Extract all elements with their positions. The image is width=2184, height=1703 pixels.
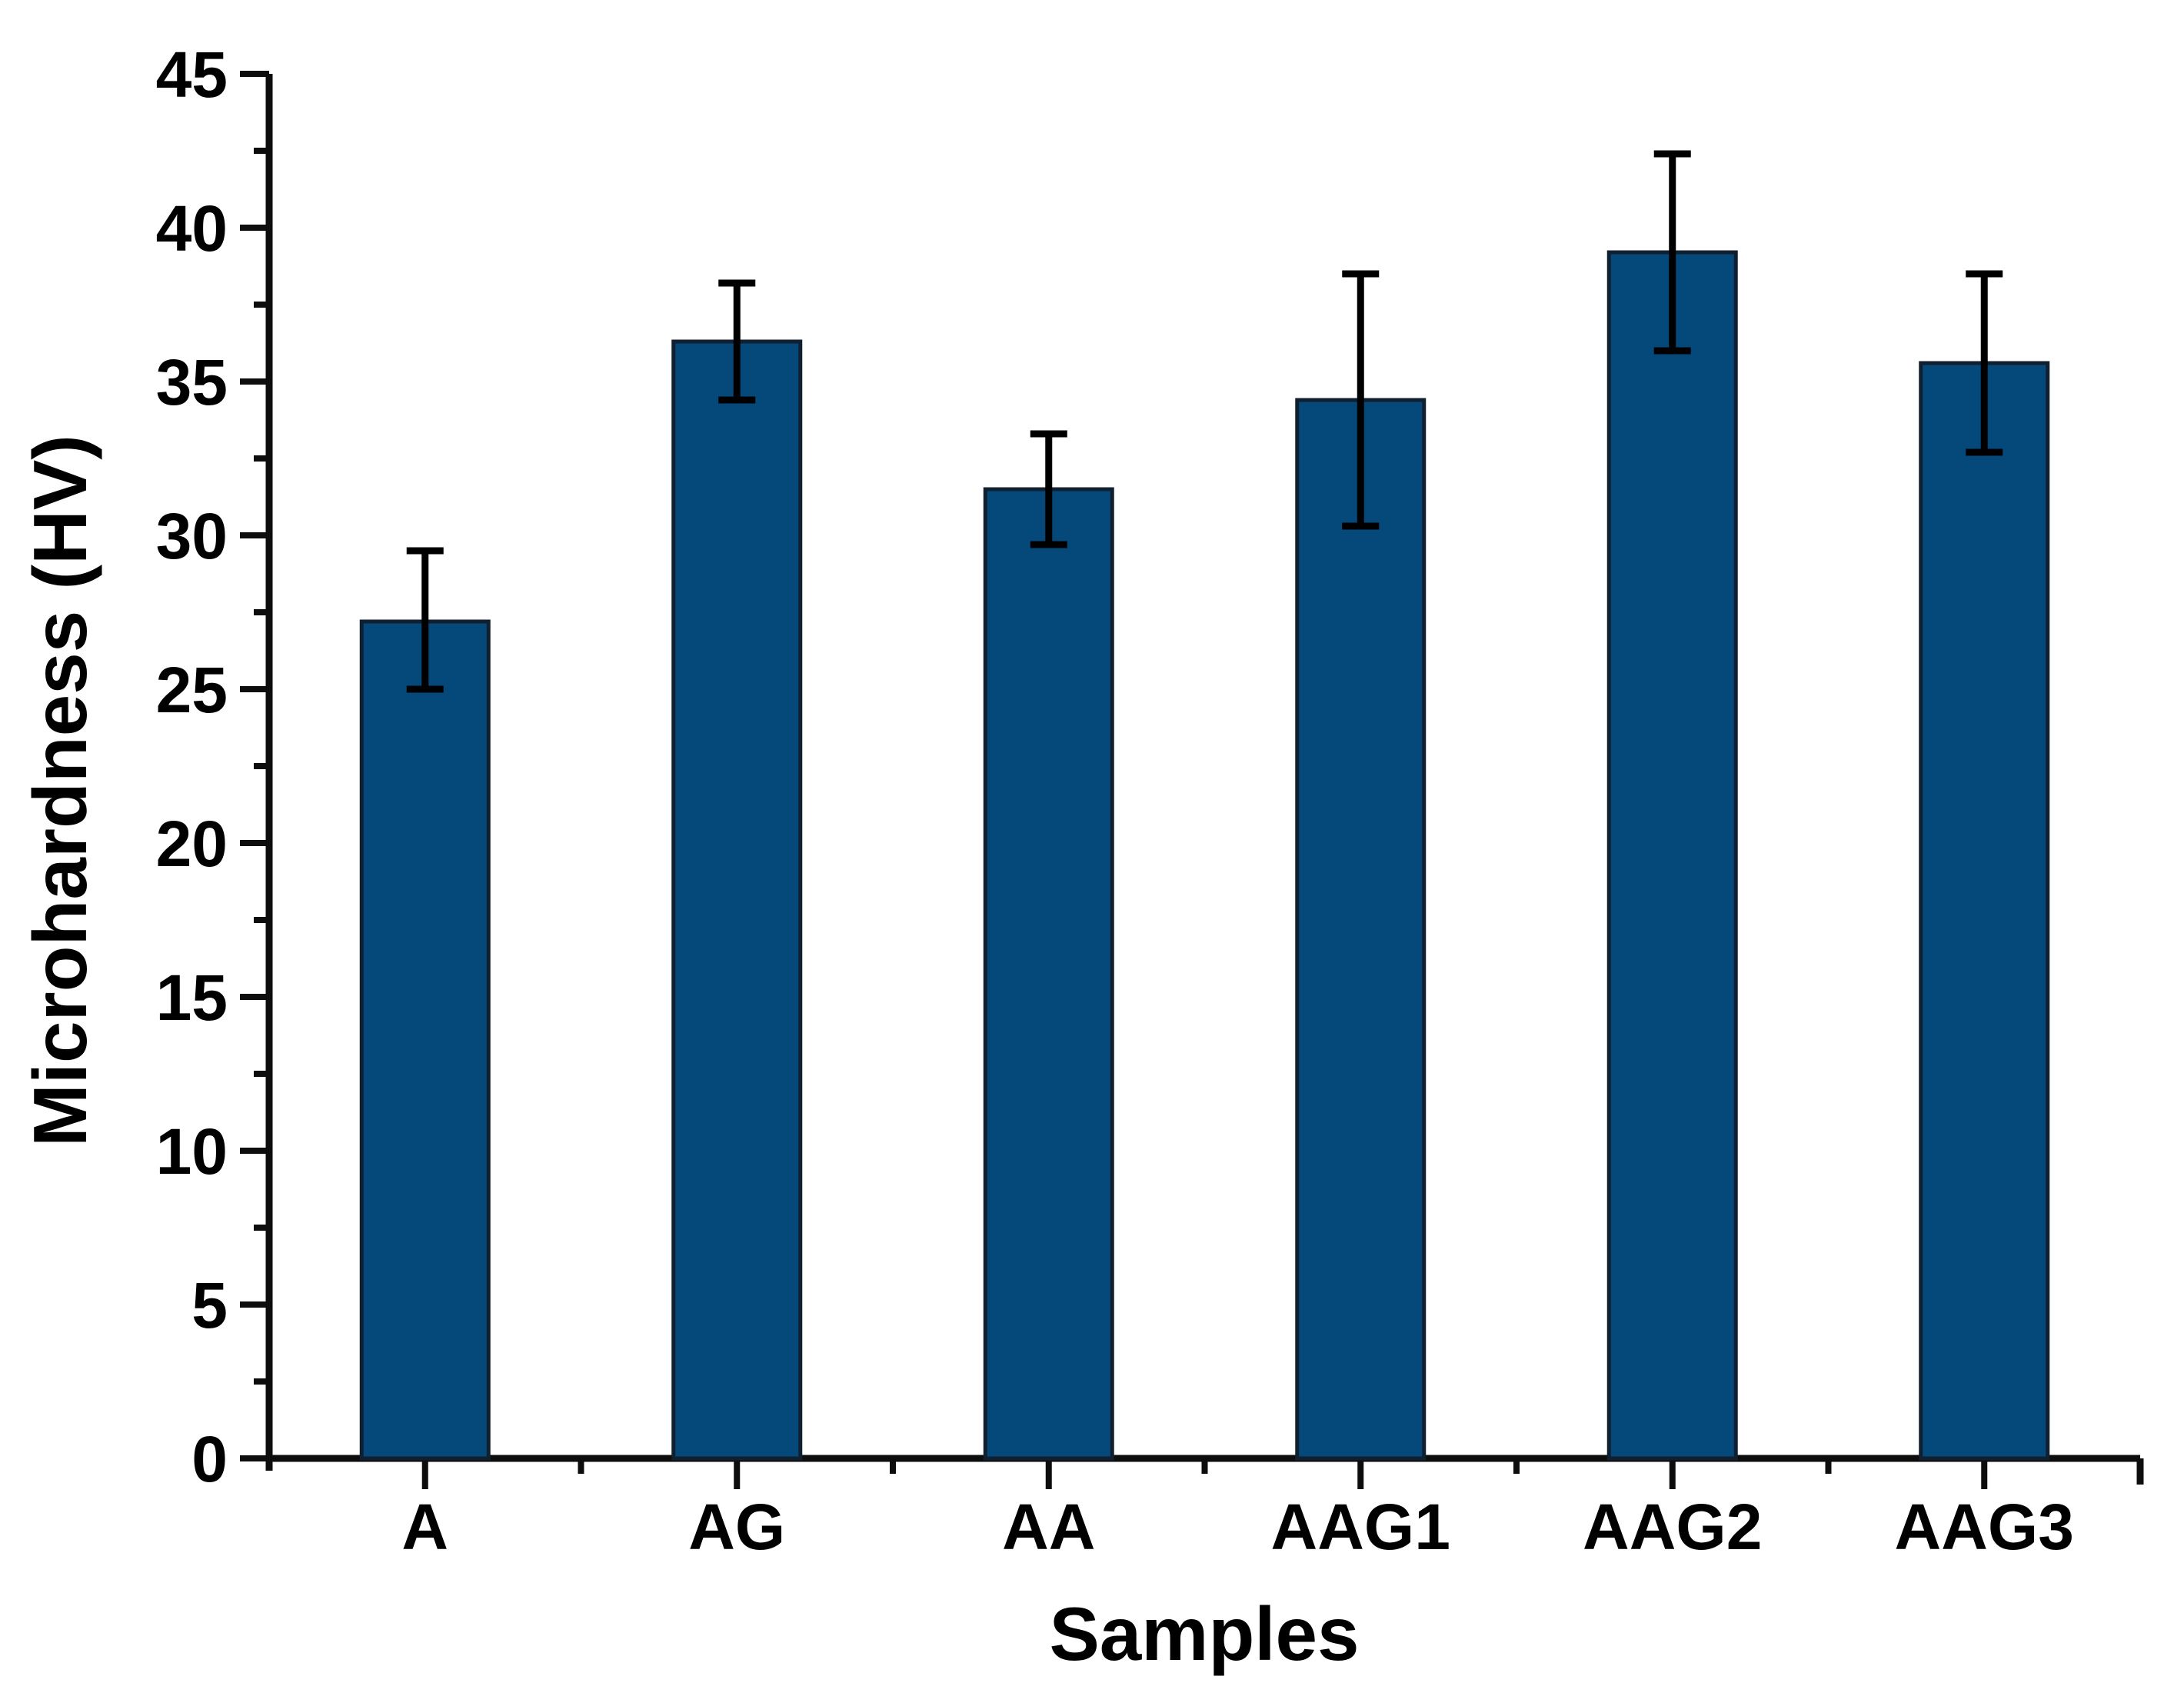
bar-A xyxy=(359,619,491,1461)
bar-AAG1 xyxy=(1295,398,1427,1461)
x-tick-label-A: A xyxy=(401,1491,448,1563)
y-tick-label-25: 25 xyxy=(156,654,228,726)
y-tick-label-45: 45 xyxy=(156,38,228,111)
bar-AG xyxy=(671,339,803,1461)
y-tick-label-20: 20 xyxy=(156,808,228,880)
bar-AA xyxy=(983,487,1114,1461)
y-tick-label-35: 35 xyxy=(156,346,228,418)
y-tick-label-40: 40 xyxy=(156,192,228,265)
plot-area: 0 5 10 15 20 25 30 35 40 45 A AG AA AAG1 AAG2 AAG3 xyxy=(156,38,2144,1563)
y-tick-label-10: 10 xyxy=(156,1115,228,1188)
x-tick-label-AAG1: AAG1 xyxy=(1271,1491,1450,1563)
x-tick-label-AG: AG xyxy=(688,1491,785,1563)
y-tick-label-30: 30 xyxy=(156,500,228,572)
x-tick-label-AA: AA xyxy=(1002,1491,1095,1563)
x-tick-label-AAG3: AAG3 xyxy=(1895,1491,2074,1563)
y-tick-label-0: 0 xyxy=(191,1423,228,1495)
bar-AAG2 xyxy=(1606,250,1738,1461)
y-tick-label-15: 15 xyxy=(156,961,228,1034)
x-axis-title: Samples xyxy=(1049,1591,1359,1676)
y-axis-title: Microhardness (HV) xyxy=(18,435,102,1147)
x-tick-label-AAG2: AAG2 xyxy=(1583,1491,1762,1563)
bar-AAG3 xyxy=(1919,361,2050,1461)
y-tick-label-5: 5 xyxy=(191,1269,228,1341)
